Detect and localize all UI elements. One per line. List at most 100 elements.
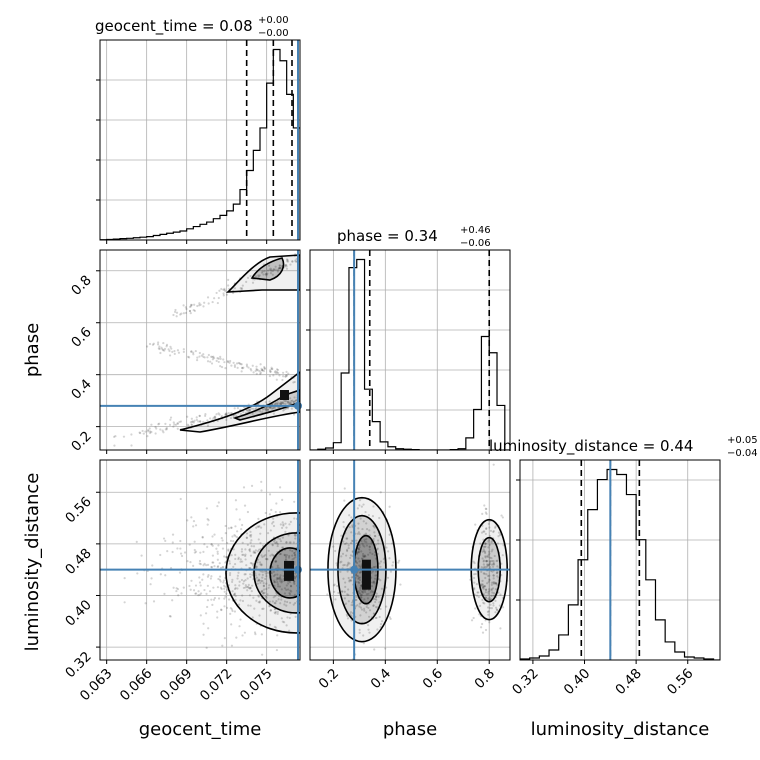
scatter-point: [222, 579, 225, 582]
scatter-point: [213, 596, 217, 600]
scatter-point: [253, 551, 257, 554]
panel-bg-a: [100, 40, 300, 240]
scatter-point: [257, 517, 260, 520]
scatter-point: [285, 374, 288, 377]
scatter-point: [163, 349, 166, 352]
panel-bg-f: [520, 460, 720, 660]
scatter-point: [264, 273, 267, 276]
scatter-point: [348, 580, 351, 583]
scatter-point: [374, 595, 378, 599]
scatter-point: [189, 561, 192, 564]
scatter-point: [206, 419, 209, 422]
scatter-point: [238, 362, 241, 365]
scatter-point: [268, 406, 272, 409]
truth-marker: [294, 565, 302, 574]
scatter-point: [279, 266, 282, 269]
scatter-point: [292, 557, 296, 560]
scatter-point: [277, 594, 281, 597]
scatter-point: [186, 560, 189, 563]
scatter-point: [259, 563, 262, 566]
scatter-point: [242, 553, 245, 556]
scatter-point: [294, 556, 297, 559]
scatter-point: [207, 519, 210, 522]
title-geocent-time-minus: −0.00: [258, 28, 289, 39]
scatter-point: [500, 514, 503, 517]
scatter-point: [154, 432, 157, 435]
scatter-point: [484, 588, 488, 591]
scatter-point: [218, 575, 222, 578]
scatter-point: [199, 563, 202, 566]
scatter-point: [206, 356, 209, 359]
scatter-point: [285, 584, 288, 587]
scatter-point: [477, 595, 480, 599]
scatter-point: [176, 547, 179, 550]
scatter-point: [225, 413, 228, 416]
scatter-point: [374, 597, 377, 600]
scatter-point: [258, 579, 261, 582]
scatter-point: [253, 631, 257, 634]
scatter-point: [286, 400, 289, 403]
scatter-point: [281, 521, 284, 524]
title-luminosity-distance-plus: +0.05: [727, 435, 758, 446]
scatter-point: [258, 561, 262, 564]
scatter-point: [264, 408, 268, 411]
scatter-point: [182, 586, 185, 589]
scatter-point: [278, 267, 282, 270]
scatter-point: [294, 554, 297, 557]
scatter-point: [250, 539, 253, 542]
scatter-point: [481, 631, 485, 634]
scatter-point: [274, 612, 277, 615]
scatter-point: [291, 558, 294, 561]
histogram-luminosity-distance: [520, 468, 720, 660]
scatter-point: [488, 590, 491, 593]
scatter-point: [192, 351, 195, 354]
scatter-point: [372, 537, 375, 541]
scatter-point: [233, 287, 237, 290]
scatter-point: [281, 580, 284, 583]
scatter-point: [264, 401, 267, 404]
scatter-point: [484, 507, 487, 510]
scatter-point: [217, 412, 220, 415]
scatter-point: [287, 400, 290, 403]
scatter-point: [148, 342, 152, 346]
tick-label-geocent-time: 0.069: [157, 666, 196, 705]
scatter-point: [184, 306, 187, 309]
scatter-point: [245, 536, 248, 539]
scatter-point: [261, 368, 264, 372]
scatter-point: [265, 274, 268, 277]
scatter-point: [276, 585, 280, 588]
scatter-point: [273, 573, 277, 576]
scatter-point: [234, 535, 237, 538]
scatter-point: [499, 627, 502, 630]
scatter-point: [228, 573, 232, 577]
scatter-point: [287, 556, 291, 559]
scatter-point: [157, 341, 160, 344]
scatter-point: [388, 505, 391, 508]
scatter-point: [113, 444, 116, 447]
scatter-point: [360, 596, 363, 599]
scatter-point: [188, 543, 191, 546]
scatter-point: [215, 359, 218, 363]
scatter-point: [229, 612, 232, 615]
scatter-point: [374, 570, 378, 573]
scatter-point: [481, 512, 484, 515]
scatter-point: [256, 582, 259, 585]
scatter-point: [291, 399, 294, 402]
scatter-point: [147, 428, 150, 432]
scatter-point: [180, 554, 184, 558]
scatter-point: [217, 565, 220, 568]
scatter-point: [472, 616, 475, 620]
scatter-point: [224, 413, 227, 416]
scatter-point: [268, 400, 271, 403]
scatter-point: [361, 557, 364, 560]
scatter-point: [289, 541, 292, 544]
scatter-point: [257, 369, 260, 372]
title-phase: phase = 0.34 +0.46 −0.06: [337, 225, 491, 249]
scatter-point: [277, 267, 281, 270]
scatter-point: [248, 409, 252, 412]
scatter-point: [276, 610, 279, 613]
scatter-point: [273, 406, 277, 409]
scatter-point: [206, 575, 210, 578]
scatter-point: [275, 560, 278, 563]
scatter-point: [286, 401, 289, 404]
